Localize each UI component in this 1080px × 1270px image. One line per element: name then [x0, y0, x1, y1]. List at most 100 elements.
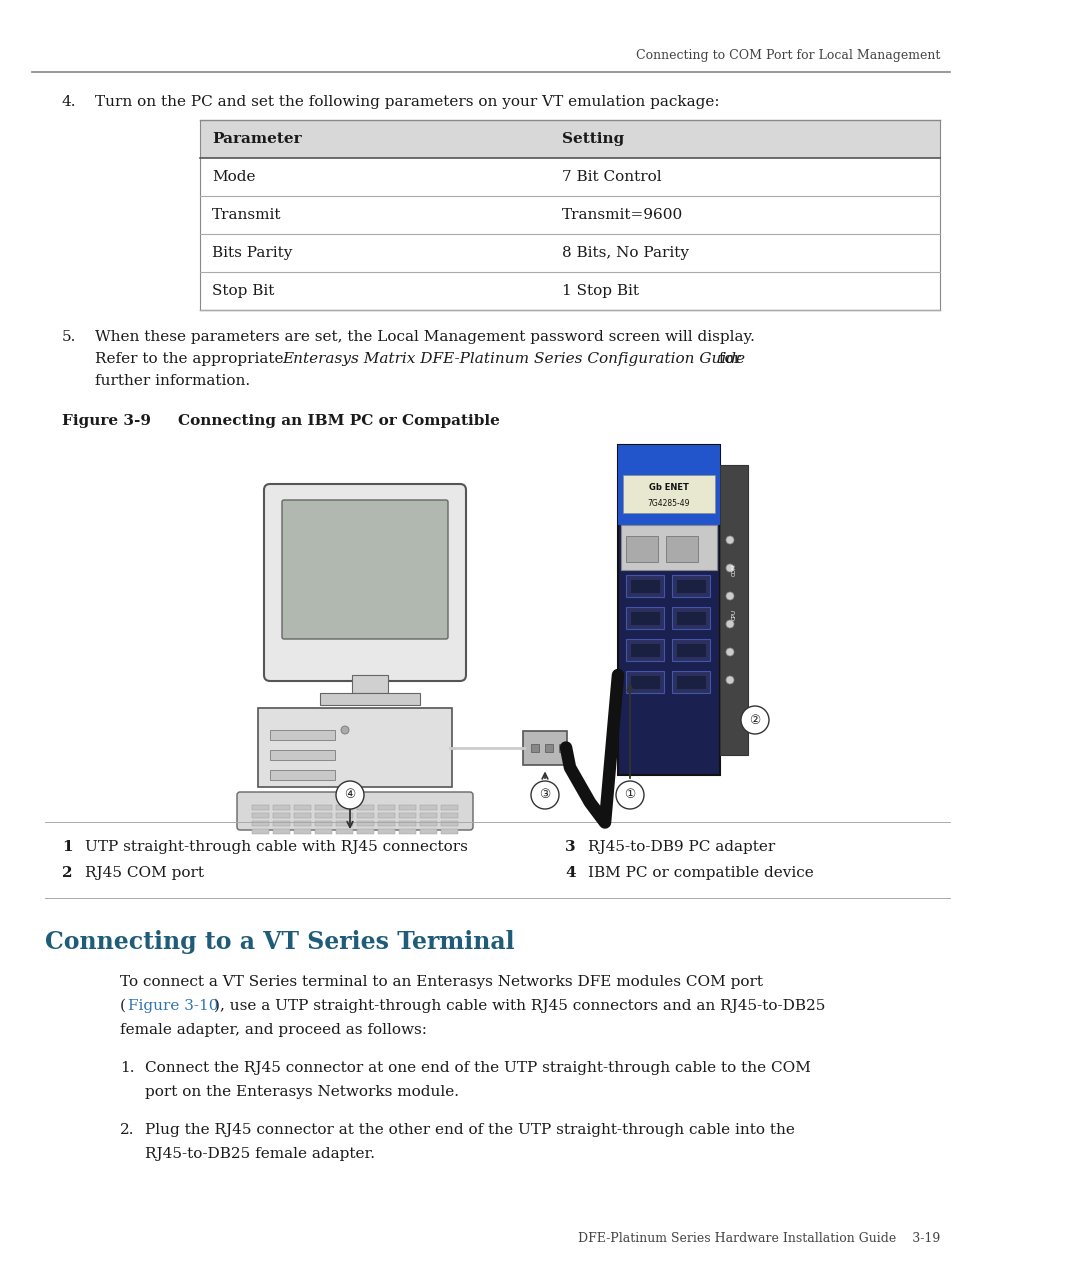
Bar — [420, 829, 437, 834]
Text: Turn on the PC and set the following parameters on your VT emulation package:: Turn on the PC and set the following par… — [95, 95, 719, 109]
Bar — [672, 607, 710, 629]
Bar — [720, 465, 748, 754]
Bar — [200, 119, 940, 157]
Circle shape — [726, 536, 734, 544]
Text: Plug the RJ45 connector at the other end of the UTP straight-through cable into : Plug the RJ45 connector at the other end… — [145, 1123, 795, 1137]
Text: UTP straight-through cable with RJ45 connectors: UTP straight-through cable with RJ45 con… — [85, 839, 468, 853]
Bar — [336, 805, 353, 810]
Bar — [252, 829, 269, 834]
Text: RJ45-to-DB25 female adapter.: RJ45-to-DB25 female adapter. — [145, 1147, 375, 1161]
Bar — [420, 805, 437, 810]
Text: Connecting to COM Port for Local Management: Connecting to COM Port for Local Managem… — [636, 50, 940, 62]
Bar — [626, 536, 658, 563]
FancyBboxPatch shape — [264, 484, 465, 681]
Bar — [273, 820, 291, 826]
Circle shape — [741, 706, 769, 734]
Bar — [252, 805, 269, 810]
Bar — [441, 820, 458, 826]
Bar — [315, 805, 332, 810]
Text: Connecting an IBM PC or Compatible: Connecting an IBM PC or Compatible — [157, 414, 500, 428]
Text: Gb ENET: Gb ENET — [649, 483, 689, 491]
Bar — [357, 805, 374, 810]
Circle shape — [336, 781, 364, 809]
FancyBboxPatch shape — [523, 730, 567, 765]
Bar — [626, 671, 664, 693]
Text: female adapter, and proceed as follows:: female adapter, and proceed as follows: — [120, 1024, 427, 1038]
Bar — [357, 820, 374, 826]
Bar — [672, 639, 710, 660]
Text: Enterasys Matrix DFE-Platinum Series Configuration Guide: Enterasys Matrix DFE-Platinum Series Con… — [282, 352, 745, 366]
Text: ①: ① — [624, 789, 636, 801]
Bar — [666, 536, 698, 563]
Text: 1 Stop Bit: 1 Stop Bit — [562, 284, 639, 298]
Circle shape — [726, 564, 734, 572]
Text: Transmit: Transmit — [212, 208, 282, 222]
Text: Stop Bit: Stop Bit — [212, 284, 274, 298]
Text: Refer to the appropriate: Refer to the appropriate — [95, 352, 288, 366]
FancyBboxPatch shape — [237, 792, 473, 831]
Bar — [378, 805, 395, 810]
Bar — [399, 820, 416, 826]
Bar — [273, 813, 291, 818]
Bar — [399, 829, 416, 834]
Text: Mode: Mode — [212, 170, 256, 184]
Text: Transmit=9600: Transmit=9600 — [562, 208, 684, 222]
Bar — [630, 611, 660, 625]
Bar — [294, 829, 311, 834]
Text: Connect the RJ45 connector at one end of the UTP straight-through cable to the C: Connect the RJ45 connector at one end of… — [145, 1060, 811, 1074]
Bar — [441, 813, 458, 818]
Text: 7 Bit Control: 7 Bit Control — [562, 170, 662, 184]
Bar — [672, 575, 710, 597]
Text: 2.: 2. — [120, 1123, 135, 1137]
Text: To connect a VT Series terminal to an Enterasys Networks DFE modules COM port: To connect a VT Series terminal to an En… — [120, 975, 762, 989]
Text: 4.: 4. — [62, 95, 77, 109]
Text: When these parameters are set, the Local Management password screen will display: When these parameters are set, the Local… — [95, 330, 755, 344]
Text: COM: COM — [731, 564, 737, 577]
Bar — [336, 813, 353, 818]
Bar — [618, 444, 720, 525]
Bar — [420, 820, 437, 826]
Bar — [378, 813, 395, 818]
Text: 1: 1 — [62, 839, 72, 853]
Bar — [273, 805, 291, 810]
Bar — [399, 805, 416, 810]
Bar — [270, 770, 335, 780]
Bar — [320, 693, 420, 705]
Text: for: for — [714, 352, 741, 366]
Bar — [630, 643, 660, 657]
Text: RJ45-to-DB9 PC adapter: RJ45-to-DB9 PC adapter — [588, 839, 775, 853]
Circle shape — [616, 781, 644, 809]
Bar — [626, 607, 664, 629]
Bar — [270, 751, 335, 759]
Bar — [294, 813, 311, 818]
Bar — [626, 639, 664, 660]
Bar — [252, 813, 269, 818]
Bar — [315, 820, 332, 826]
Bar — [676, 579, 706, 593]
Bar — [630, 674, 660, 690]
Bar — [336, 820, 353, 826]
Text: ③: ③ — [539, 789, 551, 801]
Text: CPU: CPU — [731, 610, 737, 621]
Bar — [357, 829, 374, 834]
Bar — [252, 820, 269, 826]
Circle shape — [531, 781, 559, 809]
Bar — [531, 743, 539, 752]
Text: Connecting to a VT Series Terminal: Connecting to a VT Series Terminal — [45, 930, 515, 954]
Bar — [630, 579, 660, 593]
Bar — [270, 730, 335, 740]
Text: port on the Enterasys Networks module.: port on the Enterasys Networks module. — [145, 1085, 459, 1099]
Text: Figure 3-9: Figure 3-9 — [62, 414, 151, 428]
Bar — [676, 674, 706, 690]
Bar — [294, 820, 311, 826]
Text: ), use a UTP straight-through cable with RJ45 connectors and an RJ45-to-DB25: ), use a UTP straight-through cable with… — [214, 999, 825, 1013]
Text: Setting: Setting — [562, 132, 624, 146]
Bar — [676, 611, 706, 625]
Circle shape — [341, 726, 349, 734]
Text: further information.: further information. — [95, 373, 251, 389]
Bar — [294, 805, 311, 810]
Text: 7G4285-49: 7G4285-49 — [648, 499, 690, 508]
Bar — [672, 671, 710, 693]
Text: Parameter: Parameter — [212, 132, 301, 146]
Bar — [378, 820, 395, 826]
